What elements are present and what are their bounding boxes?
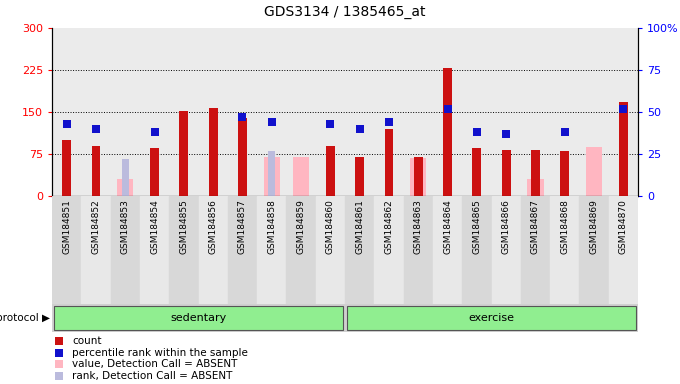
Text: GSM184864: GSM184864 <box>443 199 452 254</box>
Text: exercise: exercise <box>469 313 515 323</box>
Bar <box>117 179 133 196</box>
Bar <box>532 159 539 196</box>
Text: GSM184855: GSM184855 <box>180 199 188 254</box>
Text: value, Detection Call = ABSENT: value, Detection Call = ABSENT <box>72 359 238 369</box>
Text: GSM184866: GSM184866 <box>502 199 511 254</box>
Text: GSM184859: GSM184859 <box>296 199 305 254</box>
Text: protocol ▶: protocol ▶ <box>0 313 50 323</box>
Bar <box>238 118 247 196</box>
Bar <box>473 148 481 196</box>
Bar <box>579 196 609 304</box>
Text: GSM184870: GSM184870 <box>619 199 628 254</box>
Bar <box>374 196 404 304</box>
Bar <box>560 151 569 196</box>
Bar <box>326 146 335 196</box>
Bar <box>462 196 492 304</box>
Text: count: count <box>72 336 102 346</box>
Bar <box>586 147 602 196</box>
Bar <box>111 196 140 304</box>
Bar <box>502 149 511 196</box>
Bar <box>286 196 316 304</box>
Text: GDS3134 / 1385465_at: GDS3134 / 1385465_at <box>265 5 426 19</box>
Text: GSM184851: GSM184851 <box>62 199 71 254</box>
Bar <box>122 159 129 196</box>
Text: GSM184861: GSM184861 <box>355 199 364 254</box>
Bar <box>180 111 188 196</box>
Bar <box>150 148 159 196</box>
Bar <box>228 196 257 304</box>
Text: GSM184865: GSM184865 <box>473 199 481 254</box>
Bar <box>209 108 218 196</box>
Bar <box>264 157 279 196</box>
Bar <box>414 157 423 196</box>
Text: sedentary: sedentary <box>171 313 226 323</box>
Bar <box>345 196 374 304</box>
Bar <box>619 102 628 196</box>
Bar <box>410 158 426 196</box>
Text: GSM184854: GSM184854 <box>150 199 159 254</box>
Text: GSM184860: GSM184860 <box>326 199 335 254</box>
Bar <box>140 196 169 304</box>
Bar <box>52 196 82 304</box>
Bar <box>531 149 540 196</box>
Bar <box>528 179 543 196</box>
Text: GSM184863: GSM184863 <box>413 199 423 254</box>
Text: rank, Detection Call = ABSENT: rank, Detection Call = ABSENT <box>72 371 233 381</box>
Text: GSM184857: GSM184857 <box>238 199 247 254</box>
Bar <box>443 68 452 196</box>
Text: GSM184856: GSM184856 <box>209 199 218 254</box>
Bar <box>355 157 364 196</box>
Bar <box>550 196 579 304</box>
Bar <box>521 196 550 304</box>
Bar <box>385 129 393 196</box>
Bar <box>433 196 462 304</box>
Bar <box>63 140 71 196</box>
Bar <box>268 151 275 196</box>
Bar <box>404 196 433 304</box>
Text: GSM184867: GSM184867 <box>531 199 540 254</box>
Text: GSM184862: GSM184862 <box>384 199 394 254</box>
Bar <box>92 146 101 196</box>
Bar <box>169 196 199 304</box>
Text: GSM184853: GSM184853 <box>121 199 130 254</box>
Bar <box>257 196 286 304</box>
Bar <box>609 196 638 304</box>
FancyBboxPatch shape <box>54 306 343 330</box>
Text: GSM184869: GSM184869 <box>590 199 598 254</box>
Text: GSM184852: GSM184852 <box>91 199 101 254</box>
Bar <box>492 196 521 304</box>
FancyBboxPatch shape <box>347 306 636 330</box>
Text: GSM184868: GSM184868 <box>560 199 569 254</box>
Text: percentile rank within the sample: percentile rank within the sample <box>72 348 248 358</box>
Bar <box>293 157 309 196</box>
Bar <box>82 196 111 304</box>
Bar <box>199 196 228 304</box>
Text: GSM184858: GSM184858 <box>267 199 276 254</box>
Bar <box>316 196 345 304</box>
